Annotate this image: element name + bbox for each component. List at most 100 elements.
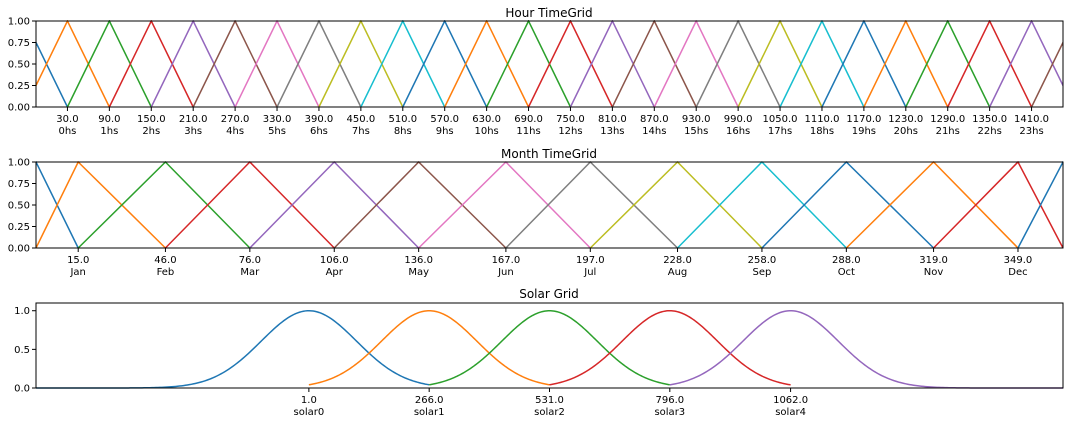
x-tick-label: 150.0 [137,114,166,125]
hour-membership-line [108,20,194,108]
x-tick-sublabel: 15hs [684,126,708,137]
hour-membership-line [653,20,739,108]
x-tick-label: 210.0 [179,114,208,125]
hour-membership-line [611,20,697,108]
month-membership-line [333,161,507,249]
hour-membership-line [905,20,991,108]
x-tick-label: 1062.0 [773,395,808,406]
y-tick-label: 0.5 [14,345,30,356]
hour-membership-line [947,20,1033,108]
x-tick-label: 390.0 [305,114,334,125]
solar-plot-frame [35,302,1064,389]
x-tick-label: 288.0 [832,255,861,266]
x-tick-sublabel: 10hs [474,126,498,137]
hour-membership-line [821,20,907,108]
x-tick-sublabel: 12hs [558,126,582,137]
x-tick-sublabel: 17hs [768,126,792,137]
y-tick-label: 0.00 [8,244,30,255]
x-tick-label: 630.0 [472,114,501,125]
hour-membership-line [737,20,823,108]
x-tick-label: 810.0 [598,114,627,125]
x-tick-label: 1410.0 [1014,114,1049,125]
x-tick-label: 30.0 [56,114,78,125]
hour-membership-line [779,20,865,108]
y-tick-label: 1.0 [14,306,30,317]
x-tick-sublabel: solar1 [414,407,445,418]
solar-x-ticks: 1.0solar0266.0solar1531.0solar2796.0sola… [294,388,808,418]
x-tick-label: 531.0 [535,395,564,406]
x-tick-label: 570.0 [430,114,459,125]
x-tick-label: 15.0 [67,255,89,266]
hour-membership-line [485,20,572,108]
month-membership-line [249,161,420,249]
month-membership-line [418,161,591,249]
x-tick-sublabel: 11hs [516,126,540,137]
solar-membership-line [308,309,550,386]
x-tick-label: 330.0 [263,114,292,125]
hour-y-ticks: 0.00 0.25 0.50 0.75 1.00 [8,17,36,114]
hour-membership-line [276,20,362,108]
x-tick-label: 1050.0 [763,114,798,125]
x-tick-label: 319.0 [919,255,948,266]
hour-membership-line [569,20,655,108]
x-tick-label: 1290.0 [930,114,965,125]
x-tick-sublabel: Feb [157,267,175,278]
y-tick-label: 1.00 [8,158,30,169]
x-tick-sublabel: Jun [497,267,514,278]
x-tick-label: 167.0 [492,255,521,266]
hour-membership-line [66,20,152,108]
hour-membership-line [36,20,111,108]
y-tick-label: 0.00 [8,103,30,114]
x-tick-label: 106.0 [320,255,349,266]
hour-membership-line [863,20,949,108]
x-tick-label: 136.0 [404,255,433,266]
x-tick-sublabel: solar3 [654,407,685,418]
y-tick-label: 0.50 [8,201,30,212]
x-tick-label: 796.0 [655,395,684,406]
x-tick-sublabel: May [408,267,429,278]
hour-membership-line [444,20,530,108]
solar-membership-line [669,309,1063,389]
hour-plot-frame [35,20,1064,108]
y-tick-label: 0.25 [8,81,30,92]
x-tick-sublabel: 22hs [978,126,1002,137]
x-tick-sublabel: Jan [69,267,85,278]
hour-membership-line [234,20,320,108]
hour-membership-line [988,20,1063,108]
month-membership-line [845,161,1019,249]
y-tick-label: 1.00 [8,17,30,28]
solar-y-ticks: 0.0 0.5 1.0 [14,306,36,395]
x-tick-label: 197.0 [576,255,605,266]
x-tick-label: 990.0 [724,114,753,125]
x-tick-label: 690.0 [514,114,543,125]
solar-membership-line [549,309,791,386]
month-membership-line [933,161,1063,249]
x-tick-sublabel: solar0 [294,407,325,418]
hour-membership-line [360,20,446,108]
x-tick-sublabel: 16hs [726,126,750,137]
y-tick-label: 0.75 [8,179,30,190]
y-tick-label: 0.50 [8,60,30,71]
x-tick-sublabel: 19hs [852,126,876,137]
x-tick-label: 1110.0 [804,114,839,125]
x-tick-label: 1350.0 [972,114,1007,125]
hour-membership-line [36,40,69,108]
x-tick-sublabel: Oct [838,267,855,278]
x-tick-sublabel: 13hs [600,126,624,137]
x-tick-label: 228.0 [663,255,692,266]
x-tick-sublabel: Nov [924,267,944,278]
month-membership-line [36,161,79,249]
x-tick-label: 90.0 [98,114,120,125]
solar-grid-panel: Solar Grid 1.0solar0266.0solar1531.0sola… [14,287,1064,418]
x-tick-label: 1230.0 [888,114,923,125]
x-tick-sublabel: 21hs [936,126,960,137]
x-tick-sublabel: 6hs [310,126,328,137]
x-tick-label: 750.0 [556,114,585,125]
x-tick-label: 258.0 [748,255,777,266]
x-tick-sublabel: 23hs [1019,126,1043,137]
month-curves [36,161,1063,249]
month-membership-line [505,161,679,249]
hour-timegrid-title: Hour TimeGrid [505,6,592,20]
